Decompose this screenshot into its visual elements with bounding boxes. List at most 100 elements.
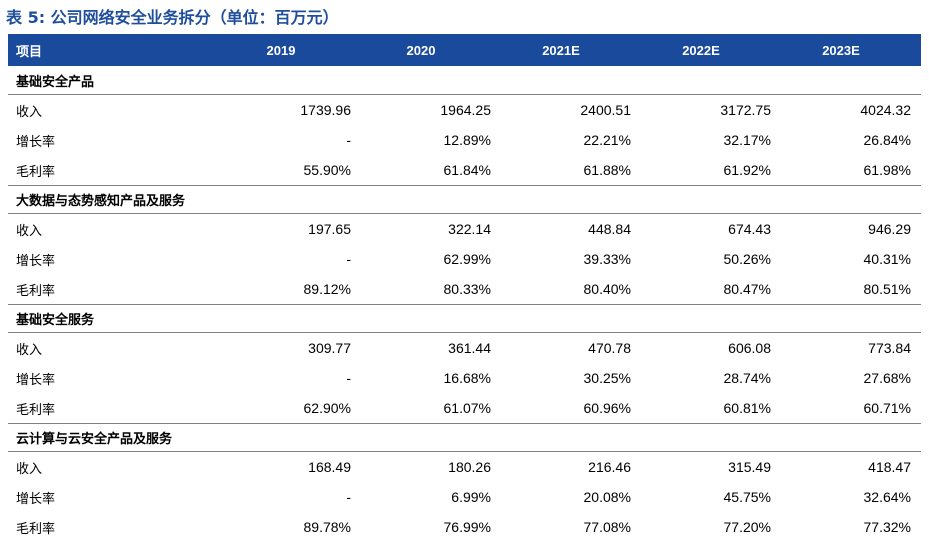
cell-value: 60.71%	[863, 400, 911, 416]
header-year: 2021E	[542, 42, 580, 58]
section-header: 云计算与云安全产品及服务	[8, 423, 921, 452]
cell-value: 40.31%	[863, 251, 911, 267]
header-item-label: 项目	[16, 44, 43, 60]
cell-value: 61.98%	[863, 162, 911, 178]
cell-value: 61.92%	[723, 162, 771, 178]
cell-value: 309.77	[308, 340, 351, 356]
cell-value: 60.81%	[723, 400, 771, 416]
table-row: 收入 197.65 322.14 448.84 674.43 946.29	[8, 214, 921, 244]
cell-value: 322.14	[448, 221, 491, 237]
cell-value: -	[346, 489, 351, 505]
table-row: 增长率 - 6.99% 20.08% 45.75% 32.64%	[8, 482, 921, 512]
cell-value: 1964.25	[440, 102, 491, 118]
cell-value: 315.49	[728, 459, 771, 475]
cell-value: 470.78	[588, 340, 631, 356]
cell-value: 6.99%	[451, 489, 491, 505]
cell-value: 61.07%	[443, 400, 491, 416]
section-name: 云计算与云安全产品及服务	[16, 432, 173, 447]
cell-value: 606.08	[728, 340, 771, 356]
cell-value: 28.74%	[723, 370, 771, 386]
section-name: 基础安全产品	[16, 74, 95, 90]
segment-table: 项目 2019 2020 2021E 2022E 2023E 基础安全产品 收入…	[8, 34, 921, 542]
cell-value: 30.25%	[583, 370, 631, 386]
cell-value: 27.68%	[863, 370, 911, 386]
table-row: 增长率 - 62.99% 39.33% 50.26% 40.31%	[8, 244, 921, 274]
table-title: 表 5: 公司网络安全业务拆分（单位：百万元）	[6, 8, 339, 27]
cell-value: 674.43	[728, 221, 771, 237]
cell-value: 80.40%	[583, 281, 631, 297]
cell-value: 2400.51	[580, 102, 631, 118]
table-row: 收入 1739.96 1964.25 2400.51 3172.75 4024.…	[8, 95, 921, 125]
row-label: 收入	[16, 104, 43, 120]
cell-value: 946.29	[868, 221, 911, 237]
cell-value: 16.68%	[443, 370, 491, 386]
cell-value: -	[346, 251, 351, 267]
cell-value: 50.26%	[723, 251, 771, 267]
cell-value: 80.47%	[723, 281, 771, 297]
row-label: 增长率	[16, 253, 56, 269]
header-year: 2022E	[682, 42, 720, 58]
section-name: 基础安全服务	[16, 313, 95, 328]
cell-value: 418.47	[868, 459, 911, 475]
cell-value: 26.84%	[863, 132, 911, 148]
cell-value: 39.33%	[583, 251, 631, 267]
header-year: 2023E	[822, 42, 860, 58]
section-name: 大数据与态势感知产品及服务	[16, 194, 186, 209]
table-header: 项目 2019 2020 2021E 2022E 2023E	[8, 34, 921, 66]
row-label: 收入	[16, 461, 43, 477]
cell-value: 773.84	[868, 340, 911, 356]
cell-value: 22.21%	[583, 132, 631, 148]
cell-value: 80.51%	[863, 281, 911, 297]
cell-value: 180.26	[448, 459, 491, 475]
cell-value: 45.75%	[723, 489, 771, 505]
table-row: 增长率 - 16.68% 30.25% 28.74% 27.68%	[8, 363, 921, 393]
row-label: 毛利率	[16, 521, 56, 537]
header-year: 2019	[266, 42, 296, 58]
cell-value: 32.17%	[723, 132, 771, 148]
cell-value: 32.64%	[863, 489, 911, 505]
table-row: 毛利率 89.12% 80.33% 80.40% 80.47% 80.51%	[8, 274, 921, 304]
cell-value: 60.96%	[583, 400, 631, 416]
cell-value: 77.32%	[863, 519, 911, 535]
cell-value: 89.78%	[303, 519, 351, 535]
table-row: 毛利率 89.78% 76.99% 77.08% 77.20% 77.32%	[8, 512, 921, 542]
row-label: 毛利率	[16, 164, 56, 180]
cell-value: 216.46	[588, 459, 631, 475]
cell-value: 61.88%	[583, 162, 631, 178]
row-label: 增长率	[16, 372, 56, 388]
cell-value: 77.08%	[583, 519, 631, 535]
table-row: 增长率 - 12.89% 22.21% 32.17% 26.84%	[8, 125, 921, 155]
row-label: 收入	[16, 342, 43, 358]
cell-value: -	[346, 370, 351, 386]
cell-value: 80.33%	[443, 281, 491, 297]
row-label: 增长率	[16, 134, 56, 150]
row-label: 毛利率	[16, 283, 56, 299]
cell-value: 76.99%	[443, 519, 491, 535]
cell-value: 168.49	[308, 459, 351, 475]
cell-value: 1739.96	[300, 102, 351, 118]
cell-value: 3172.75	[720, 102, 771, 118]
header-year: 2020	[406, 42, 436, 58]
table-row: 毛利率 62.90% 61.07% 60.96% 60.81% 60.71%	[8, 393, 921, 423]
cell-value: 4024.32	[860, 102, 911, 118]
cell-value: -	[346, 132, 351, 148]
section-header: 基础安全产品	[8, 66, 921, 95]
cell-value: 361.44	[448, 340, 491, 356]
table-row: 收入 309.77 361.44 470.78 606.08 773.84	[8, 333, 921, 363]
row-label: 毛利率	[16, 402, 56, 418]
cell-value: 62.99%	[443, 251, 491, 267]
cell-value: 62.90%	[303, 400, 351, 416]
cell-value: 55.90%	[303, 162, 351, 178]
row-label: 增长率	[16, 491, 56, 507]
table-row: 毛利率 55.90% 61.84% 61.88% 61.92% 61.98%	[8, 155, 921, 185]
cell-value: 197.65	[308, 221, 351, 237]
section-header: 大数据与态势感知产品及服务	[8, 185, 921, 214]
table-row: 收入 168.49 180.26 216.46 315.49 418.47	[8, 452, 921, 482]
cell-value: 12.89%	[443, 132, 491, 148]
cell-value: 61.84%	[443, 162, 491, 178]
cell-value: 89.12%	[303, 281, 351, 297]
cell-value: 77.20%	[723, 519, 771, 535]
row-label: 收入	[16, 223, 43, 239]
section-header: 基础安全服务	[8, 304, 921, 333]
cell-value: 448.84	[588, 221, 631, 237]
